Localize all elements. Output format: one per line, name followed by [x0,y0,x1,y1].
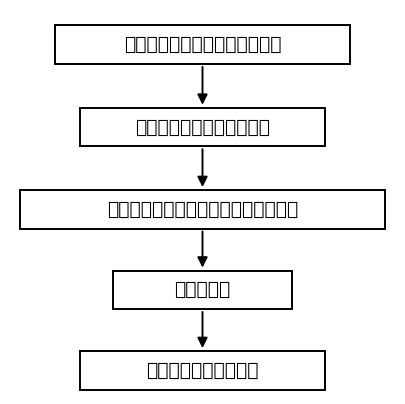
Text: 确定权系数: 确定权系数 [175,280,230,299]
Text: 建立模糊综合评判模型: 建立模糊综合评判模型 [146,361,259,380]
Text: 确定影响因素与热感觉级别的隶属函数: 确定影响因素与热感觉级别的隶属函数 [107,200,298,219]
FancyBboxPatch shape [55,25,350,64]
Text: 确定地铁车厢热环境的影响因素: 确定地铁车厢热环境的影响因素 [124,35,281,54]
FancyBboxPatch shape [20,190,385,229]
FancyBboxPatch shape [113,271,292,309]
Text: 确定地铁车厢热环境评价集: 确定地铁车厢热环境评价集 [135,118,270,137]
FancyBboxPatch shape [80,108,325,146]
FancyBboxPatch shape [80,351,325,389]
